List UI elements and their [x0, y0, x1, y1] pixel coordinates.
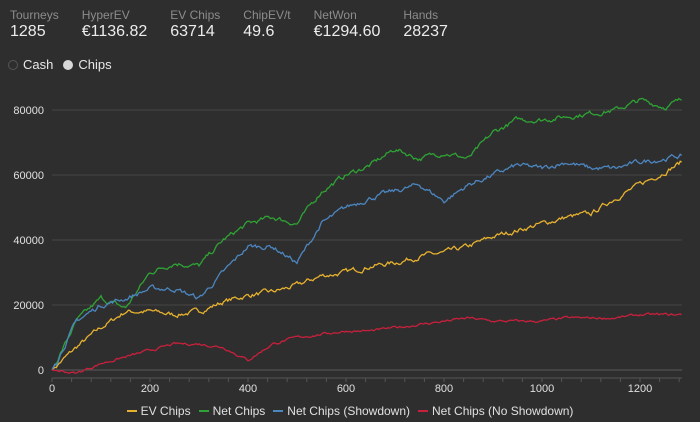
mode-radio-group: Cash Chips — [8, 57, 122, 72]
legend-label: Net Chips (No Showdown) — [432, 404, 574, 418]
legend-swatch — [198, 410, 209, 412]
stat-tourneys: Tourneys 1285 — [10, 8, 59, 42]
legend-label: Net Chips — [212, 404, 266, 418]
stat-label: Tourneys — [10, 8, 59, 22]
radio-label: Chips — [78, 57, 112, 72]
stats-bar: Tourneys 1285 HyperEV €1136.82 EV Chips 637… — [10, 8, 471, 42]
stat-value: 49.6 — [243, 23, 275, 40]
legend-item[interactable]: Net Chips — [198, 404, 266, 418]
legend-swatch — [273, 410, 284, 412]
stat-label: EV Chips — [170, 8, 221, 22]
stat-value: €1294.60 — [313, 23, 381, 40]
x-tick-label: 400 — [239, 383, 257, 395]
stat-value: €1136.82 — [81, 23, 148, 40]
y-tick-label: 20000 — [13, 300, 44, 312]
stat-label: NetWon — [313, 8, 357, 22]
y-tick-label: 60000 — [13, 170, 44, 182]
legend-item[interactable]: EV Chips — [126, 404, 191, 418]
stat-label: HyperEV — [81, 8, 130, 22]
legend-swatch — [418, 410, 429, 412]
legend-label: EV Chips — [140, 404, 191, 418]
stat-hyperev: HyperEV €1136.82 — [82, 8, 148, 42]
legend-item[interactable]: Net Chips (No Showdown) — [418, 404, 573, 418]
radio-dot[interactable] — [8, 59, 18, 70]
stat-netwon: NetWon €1294.60 — [314, 8, 381, 42]
radio-chips[interactable]: Chips — [63, 57, 112, 72]
x-tick-label: 600 — [337, 383, 355, 395]
y-tick-label: 80000 — [13, 105, 44, 117]
x-tick-label: 1000 — [530, 383, 554, 395]
y-tick-label: 40000 — [13, 235, 44, 247]
stat-chipev-t: ChipEV/t 49.6 — [243, 8, 290, 42]
series-line-net-chips-showdown — [51, 153, 683, 371]
stat-label: Hands — [403, 8, 439, 22]
legend-label: Net Chips (Showdown) — [287, 404, 411, 418]
radio-cash[interactable]: Cash — [8, 57, 53, 72]
legend-swatch — [126, 410, 137, 412]
series-line-net-chips-no-showdown — [51, 312, 682, 375]
x-tick-label: 0 — [49, 383, 55, 395]
stat-value: 63714 — [170, 23, 215, 40]
radio-dot[interactable] — [63, 59, 74, 70]
stat-value: 1285 — [10, 23, 46, 40]
radio-label: Cash — [23, 57, 54, 72]
legend-item[interactable]: Net Chips (Showdown) — [273, 404, 410, 418]
series-line-ev-chips — [51, 160, 682, 371]
stat-ev-chips: EV Chips 63714 — [170, 8, 220, 42]
x-tick-label: 800 — [435, 383, 453, 395]
series-line-net-chips — [51, 97, 682, 371]
stat-value: 28237 — [403, 23, 448, 40]
chart-legend: EV Chips Net Chips Net Chips (Showdown) Net… — [0, 404, 700, 418]
stat-label: ChipEV/t — [243, 8, 291, 22]
stat-hands: Hands 28237 — [403, 8, 448, 42]
x-tick-label: 200 — [141, 383, 159, 395]
x-tick-label: 1200 — [628, 383, 652, 395]
y-tick-label: 0 — [38, 365, 44, 377]
